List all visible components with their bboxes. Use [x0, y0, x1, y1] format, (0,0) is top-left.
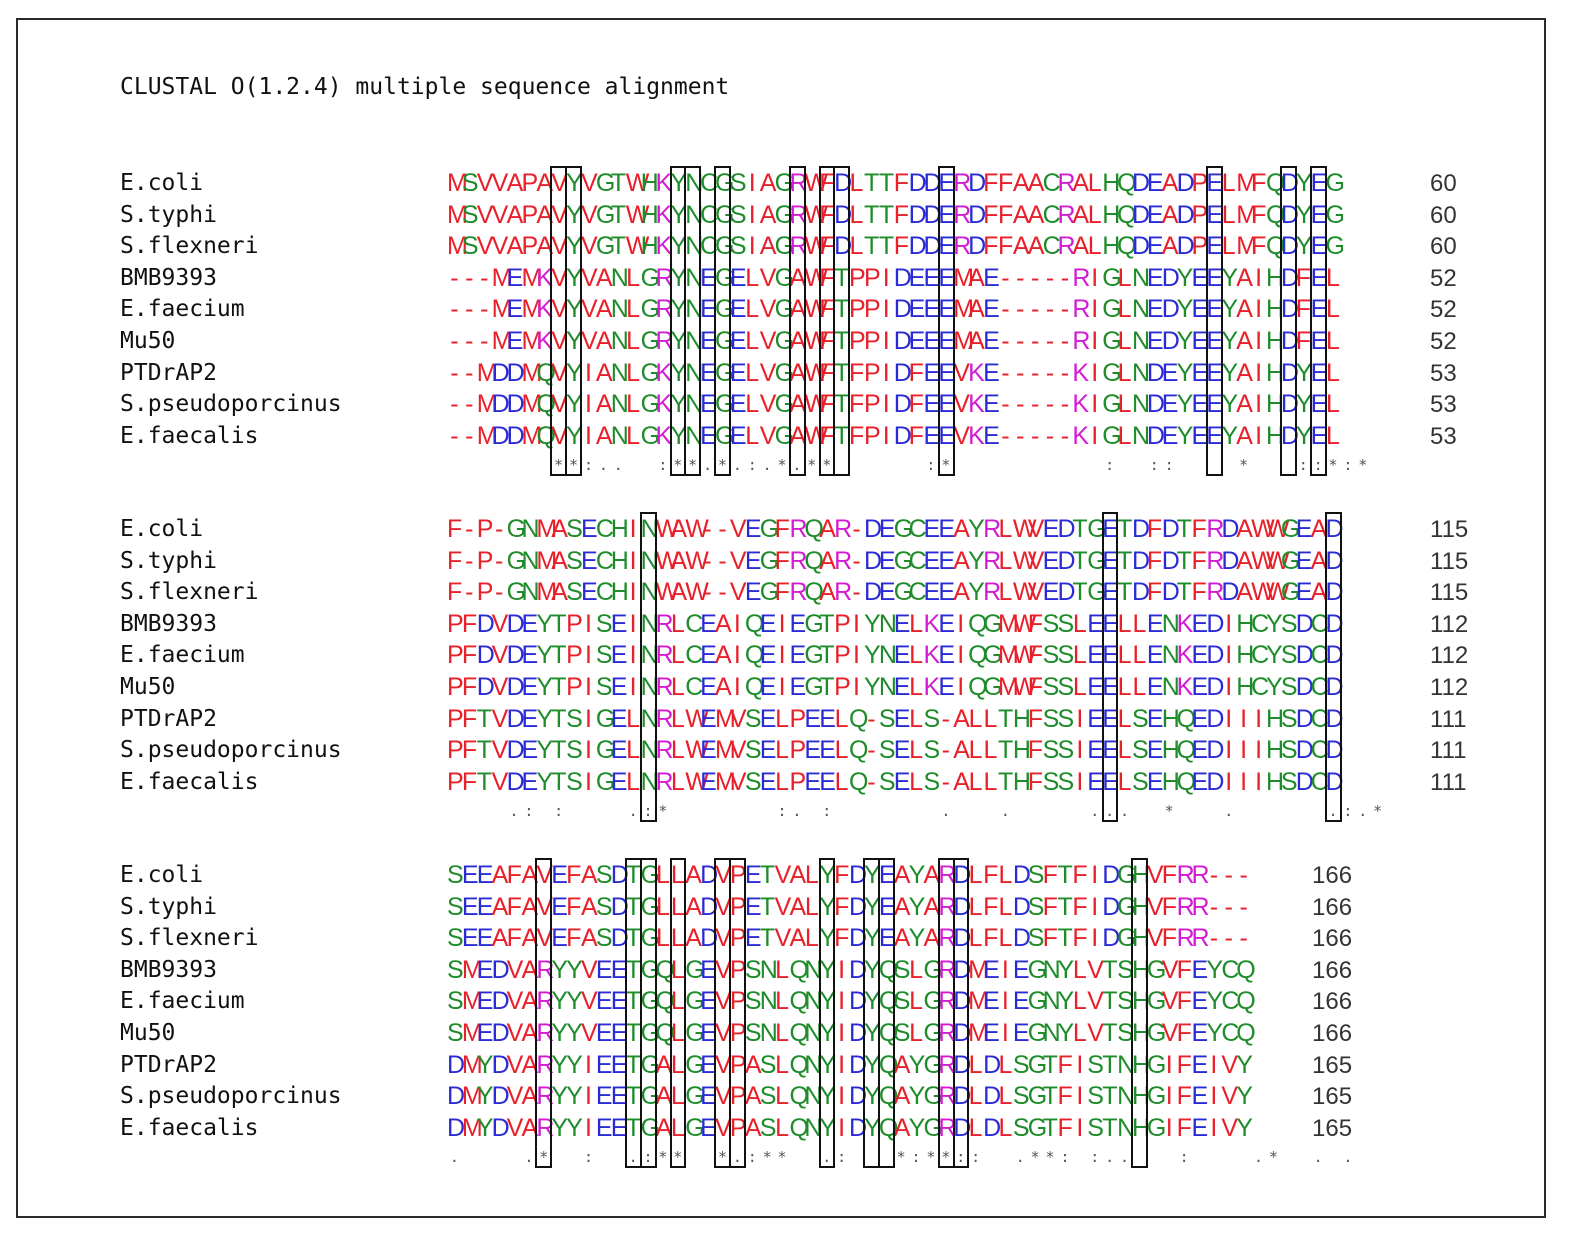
- sequence-name: BMB9393: [120, 264, 217, 291]
- residue-count: 166: [1312, 1020, 1353, 1047]
- residue-count: 111: [1430, 705, 1467, 733]
- sequence-name: BMB9393: [120, 610, 217, 637]
- sequence-residues: SMEDVARYYVEETGQLGEVPSNLQNYI DYQSLGRDMEI EG…: [447, 955, 1256, 984]
- sequence-residues: F - P- GNMASECHI NWAW- - VEGFRQAR- DEGCEEAYRLWV…: [447, 578, 1344, 607]
- residue-count: 165: [1312, 1083, 1353, 1111]
- sequence-name: E.coli: [120, 170, 204, 196]
- sequence-residues: - - MDDMQVYI ANLGKYNEGELVGAWFTFPI DFEEVKE- - -…: [450, 390, 1340, 419]
- sequence-residues: PFDVDEYTPI SEI NRLCEAI QEI EGTPI YNELKEI QGMWF…: [447, 641, 1344, 670]
- sequence-name: Mu50: [120, 328, 176, 354]
- sequence-residues: DMYDVARYYI EETGALGEVPASLQNYI DYQAYGRDLDLSG…: [447, 1050, 1253, 1079]
- sequence-residues: DMYDVARYYI EETGALGEVPASLQNYI DYQAYGRDLDLSG…: [447, 1082, 1253, 1111]
- sequence-name: E.faecium: [120, 988, 245, 1015]
- residue-count: 165: [1312, 1114, 1353, 1142]
- residue-count: 52: [1430, 328, 1457, 355]
- sequence-residues: - - MDDMQVYI ANLGKYNEGELVGAWFTFPI DFEEVKE- - -…: [450, 358, 1340, 387]
- sequence-residues: SEEAFAVEFASDTGLLADVPETVALYFDYEAYARDLFLDS…: [447, 924, 1248, 953]
- sequence-residues: MSVVAPAVYVGTWHKYNCGSI AGRWFDLTTFDDERDFFAA…: [447, 200, 1345, 229]
- sequence-residues: PFTVDEYTSI GELNRLWEMVSELPEELQ- SELS- ALLTHF…: [447, 704, 1344, 733]
- sequence-name: S.pseudoporcinus: [120, 391, 342, 418]
- residue-count: 111: [1430, 768, 1467, 796]
- sequence-name: S.pseudoporcinus: [120, 737, 342, 764]
- sequence-residues: SEEAFAVEFASDTGLLADVPETVALYFDYEAYARDLFLDS…: [447, 861, 1248, 889]
- sequence-name: E.faecalis: [120, 422, 259, 449]
- sequence-residues: SMEDVARYYVEETGQLGEVPSNLQNYI DYQSLGRDMEI EG…: [447, 987, 1256, 1016]
- residue-count: 166: [1312, 956, 1353, 984]
- sequence-name: S.typhi: [120, 547, 217, 574]
- residue-count: 112: [1430, 642, 1469, 670]
- consensus-line: . . * : .: * * *.: * * .: *: * *:: . * *: :.. : .…: [449, 1148, 1353, 1167]
- sequence-residues: DMYDVARYYI EETGALGEVPASLQNYI DYQAYGRDLDLSG…: [447, 1113, 1253, 1142]
- residue-count: 52: [1430, 264, 1457, 292]
- residue-count: 60: [1430, 170, 1457, 197]
- consensus-line: * *:.. : * *. *.:. *. * * : * : :: * :: *: *: [554, 456, 1368, 475]
- residue-count: 166: [1312, 925, 1353, 953]
- residue-count: 52: [1430, 296, 1457, 324]
- sequence-residues: SEEAFAVEFASDTGLLADVPETVALYFDYEAYARDLFLDS…: [447, 892, 1248, 921]
- residue-count: 166: [1312, 862, 1353, 889]
- sequence-name: S.typhi: [120, 201, 217, 228]
- sequence-name: E.faecalis: [120, 768, 259, 795]
- residue-count: 53: [1430, 391, 1457, 419]
- sequence-name: S.flexneri: [120, 925, 259, 952]
- sequence-residues: - - - MEMKVYVANLGRYNEGELVGAWFTPPI DEEEMAE- - -…: [450, 295, 1340, 324]
- sequence-name: E.coli: [120, 516, 204, 542]
- residue-count: 112: [1430, 674, 1469, 701]
- residue-count: 115: [1430, 516, 1469, 543]
- sequence-residues: SMEDVARYYVEETGQLGEVPSNLQNYI DYQSLGRDMEI EG…: [447, 1019, 1256, 1047]
- residue-count: 60: [1430, 233, 1457, 261]
- residue-count: 165: [1312, 1051, 1353, 1079]
- sequence-residues: - - - MEMKVYVANLGRYNEGELVGAWFTPPI DEEEMAE- - -…: [450, 327, 1340, 355]
- sequence-residues: PFTVDEYTSI GELNRLWEMVSELPEELQ- SELS- ALLTHF…: [447, 767, 1344, 796]
- residue-count: 115: [1430, 579, 1469, 607]
- sequence-name: BMB9393: [120, 956, 217, 983]
- sequence-name: E.faecalis: [120, 1114, 259, 1141]
- residue-count: 112: [1430, 610, 1469, 638]
- sequence-name: S.typhi: [120, 893, 217, 920]
- residue-count: 111: [1430, 737, 1467, 765]
- consensus-line: .: : .: * :. : . . ... * . .:. *: [509, 802, 1383, 821]
- sequence-residues: F - P- GNMASECHI NWAW- - VEGFRQAR- DEGCEEAYRLWV…: [447, 546, 1344, 575]
- sequence-residues: PFDVDEYTPI SEI NRLCEAI QEI EGTPI YNELKEI QGMWF…: [447, 609, 1344, 638]
- sequence-name: S.flexneri: [120, 579, 259, 606]
- sequence-name: E.faecium: [120, 642, 245, 669]
- sequence-name: PTDrAP2: [120, 1051, 217, 1078]
- sequence-residues: PFTVDEYTSI GELNRLWEMVSELPEELQ- SELS- ALLTHF…: [447, 736, 1344, 765]
- residue-count: 53: [1430, 359, 1457, 387]
- residue-count: 115: [1430, 547, 1469, 575]
- residue-count: 166: [1312, 988, 1353, 1016]
- sequence-name: Mu50: [120, 1020, 176, 1046]
- sequence-name: Mu50: [120, 674, 176, 700]
- sequence-residues: MSVVAPAVYVGTWHKYNCGSI AGRWFDLTTFDDERDFFAA…: [447, 232, 1345, 261]
- residue-count: 166: [1312, 893, 1353, 921]
- sequence-name: PTDrAP2: [120, 359, 217, 386]
- residue-count: 53: [1430, 422, 1457, 450]
- sequence-name: S.pseudoporcinus: [120, 1083, 342, 1110]
- sequence-residues: MSVVAPAVYVGTWHKYNCGSI AGRWFDLTTFDDERDFFAA…: [447, 169, 1345, 197]
- sequence-residues: - - MDDMQVYI ANLGKYNEGELVGAWFTFPI DFEEVKE- - -…: [450, 421, 1340, 450]
- sequence-residues: - - - MEMKVYVANLGRYNEGELVGAWFTPPI DEEEMAE- - -…: [450, 263, 1340, 292]
- sequence-name: E.coli: [120, 862, 204, 888]
- figure-frame: [16, 18, 1546, 1218]
- sequence-name: S.flexneri: [120, 233, 259, 260]
- alignment-header: CLUSTAL O(1.2.4) multiple sequence align…: [120, 74, 730, 100]
- residue-count: 60: [1430, 201, 1457, 229]
- sequence-residues: F - P- GNMASECHI NWAW- - VEGFRQAR- DEGCEEAYRLWV…: [447, 515, 1344, 543]
- sequence-residues: PFDVDEYTPI SEI NRLCEAI QEI EGTPI YNELKEI QGMWF…: [447, 673, 1344, 701]
- sequence-name: PTDrAP2: [120, 705, 217, 732]
- sequence-name: E.faecium: [120, 296, 245, 323]
